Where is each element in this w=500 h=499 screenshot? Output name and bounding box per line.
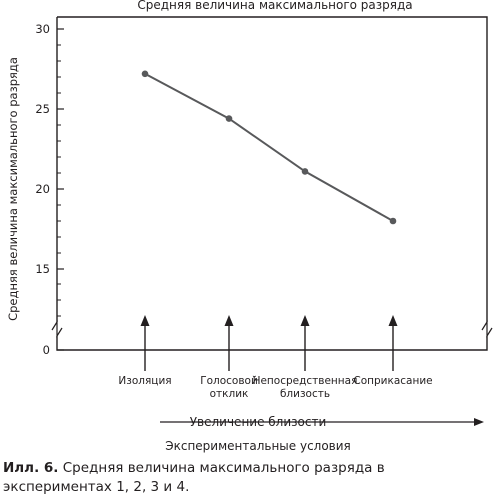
chart-title: Средняя величина максимального разряда <box>137 0 412 12</box>
x-tick-label: Соприкасание <box>353 375 432 387</box>
x-tick-label: отклик <box>210 388 249 400</box>
caption-text: Средняя величина максимального разряда в… <box>3 460 385 495</box>
y-ticks: 0 15 20 25 30 <box>35 22 64 357</box>
x-axis-label: Экспериментальные условия <box>165 439 351 453</box>
data-point <box>225 115 233 122</box>
x-tick-label: Непосредственная <box>253 375 358 387</box>
condition-arrow-head <box>388 315 398 326</box>
y-tick-label: 20 <box>35 182 50 196</box>
x-tick-label: близость <box>280 388 330 400</box>
series <box>141 70 397 225</box>
axis-break-right <box>481 319 493 339</box>
series-line <box>144 72 394 222</box>
condition-arrow-head <box>224 315 234 326</box>
proximity-arrow-head <box>474 418 484 426</box>
condition-arrow-head <box>140 315 150 326</box>
y-tick-label: 0 <box>43 343 50 357</box>
y-axis-label: Средняя величина максимального разряда <box>6 57 20 321</box>
plot-frame <box>56 16 488 351</box>
y-tick-label: 30 <box>35 22 50 36</box>
caption-label: Илл. 6. <box>3 460 59 476</box>
data-point <box>301 168 309 175</box>
y-tick-label: 15 <box>35 262 50 276</box>
condition-arrows <box>140 315 398 371</box>
axis-break-left <box>51 319 63 339</box>
y-tick-label: 25 <box>35 102 50 116</box>
data-point <box>389 217 397 225</box>
x-tick-label: Изоляция <box>118 375 171 387</box>
condition-arrow-head <box>300 315 310 326</box>
x-tick-label: Голосовой <box>200 375 258 387</box>
data-point <box>141 70 149 78</box>
chart: Средняя величина максимального разряда С… <box>6 0 493 453</box>
figure-caption: Илл. 6. Средняя величина максимального р… <box>3 459 497 497</box>
